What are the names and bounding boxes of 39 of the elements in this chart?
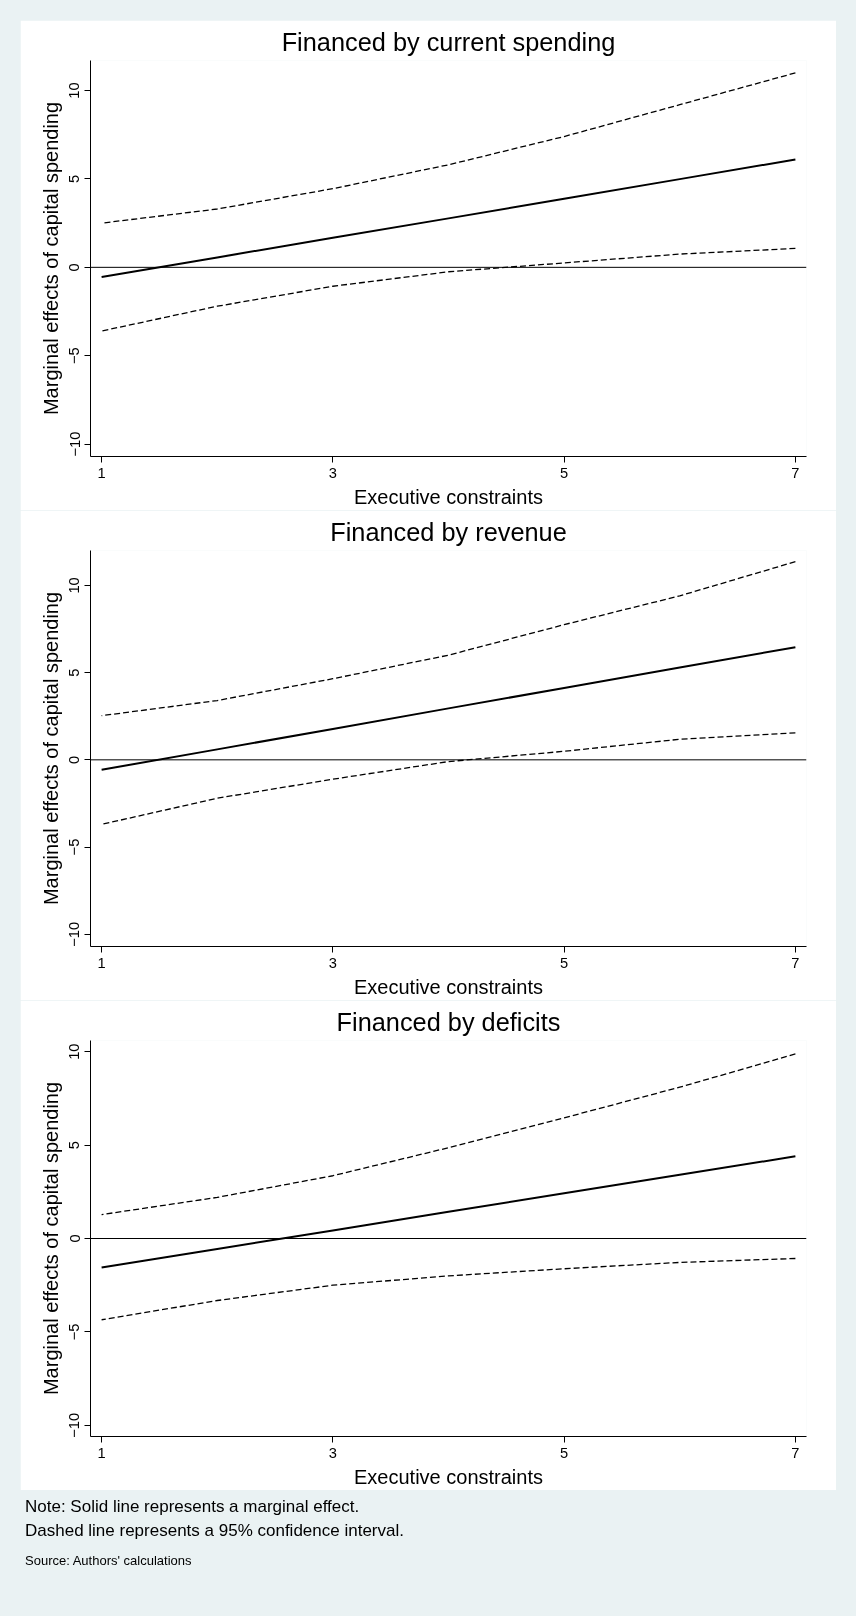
y-tick-label: 5 [66,1141,83,1150]
y-tick-label: 10 [66,82,83,99]
y-tick-label: 0 [66,263,83,272]
y-tick-label: 10 [66,1043,83,1060]
y-tick-label: −10 [66,431,83,457]
x-tick-label: 1 [97,954,106,971]
x-tick-label: 7 [791,464,800,481]
y-tick-label: −5 [66,838,83,856]
y-tick-label: 5 [66,174,83,184]
x-axis-title: Executive constraints [354,975,543,998]
chart-title: Financed by revenue [330,517,567,546]
y-tick-label: 10 [66,577,83,594]
y-tick-label: 0 [66,755,83,764]
y-tick-label: −10 [66,1412,83,1438]
y-axis-title: Marginal effects of capital spending [39,101,62,416]
x-tick-label: 1 [97,464,106,481]
y-tick-label: 0 [66,1234,83,1243]
x-axis-title: Executive constraints [354,1465,543,1488]
y-axis-title: Marginal effects of capital spending [39,591,62,906]
chart-title: Financed by deficits [336,1007,561,1036]
x-tick-label: 3 [328,1444,337,1461]
y-axis-title: Marginal effects of capital spending [39,1081,62,1396]
x-tick-label: 5 [560,464,569,481]
y-tick-label: −5 [66,1323,83,1341]
y-tick-label: 5 [66,668,83,677]
x-tick-label: 5 [560,954,569,971]
text: Note: Solid line represents a marginal effect. [25,1496,361,1518]
x-tick-label: 5 [560,1444,569,1461]
y-tick-label: −10 [66,921,83,947]
text: Dashed line represents a 95% confidence interval. [25,1520,404,1543]
source-note: Source: Authors' calculations [25,1551,193,1570]
chart-title: Financed by current spending [281,27,616,56]
y-tick-label: −5 [66,347,83,365]
x-tick-label: 3 [328,954,337,971]
x-tick-label: 1 [97,1444,106,1461]
x-tick-label: 7 [791,1444,800,1461]
x-tick-label: 7 [791,954,800,971]
x-tick-label: 3 [328,464,337,481]
x-axis-title: Executive constraints [354,485,543,508]
